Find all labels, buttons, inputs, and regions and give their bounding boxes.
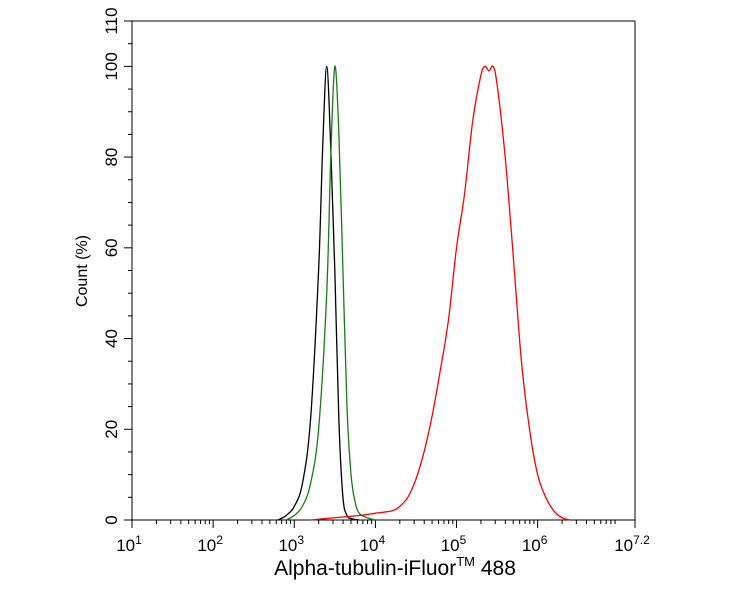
x-axis: 101 102 103 104 105 106 107.2 [116,520,650,555]
y-tick-label: 0 [102,515,121,524]
y-axis: 0 20 40 60 80 100 110 [102,7,132,525]
y-axis-label: Count (%) [74,235,91,307]
x-axis-label-main: Alpha-tubulin-iFluor [274,557,456,580]
x-tick-label: 103 [278,533,304,555]
y-tick-label: 20 [102,420,121,439]
x-axis-label-superscript: TM [456,554,475,569]
x-tick-label: 102 [197,533,223,555]
y-tick-label: 110 [102,7,121,34]
x-tick-label: 101 [116,533,142,555]
x-axis-label: Alpha-tubulin-iFluorTM 488 [274,554,516,580]
x-tick-label: 104 [360,533,386,555]
x-tick-label: 107.2 [614,533,650,555]
series-line [285,65,376,521]
x-tick-label: 105 [441,533,467,555]
y-tick-label: 100 [102,52,121,80]
series-line [310,65,571,521]
plot-frame [131,20,636,521]
y-tick-label: 80 [102,148,121,167]
x-tick-label: 106 [522,533,548,555]
series-line [277,65,360,521]
x-axis-label-suffix: 488 [475,557,516,580]
y-tick-label: 60 [102,238,121,257]
series-layer [277,65,571,521]
y-tick-label: 40 [102,329,121,348]
